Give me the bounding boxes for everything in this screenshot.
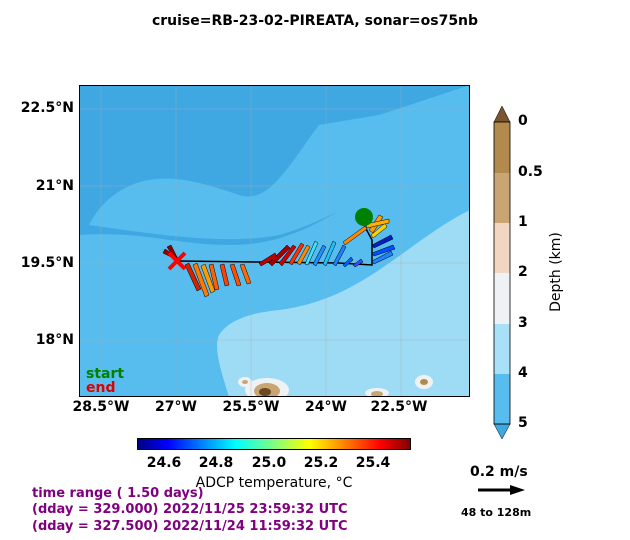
depth-tick-label: 3	[518, 315, 528, 331]
legend-start: start	[86, 366, 125, 382]
velocity-depth-range: 48 to 128m	[461, 506, 532, 519]
lon-tick-label: 28.5°W	[72, 399, 130, 415]
end-marker	[167, 251, 187, 271]
depth-colorbar-label: Depth (km)	[548, 232, 564, 312]
shallow-water	[217, 210, 470, 397]
lon-tick-label: 27°W	[155, 399, 197, 415]
depth-tick-label: 0	[518, 113, 528, 129]
depth-colorbar	[493, 105, 511, 440]
temperature-tick-label: 25.4	[355, 455, 391, 471]
time-range-start: (dday = 327.500) 2022/11/24 11:59:32 UTC	[32, 519, 348, 534]
depth-tick-label: 0.5	[518, 164, 543, 180]
map-panel	[79, 85, 470, 397]
lat-tick-label: 21°N	[35, 178, 74, 194]
velocity-scale-label: 0.2 m/s	[470, 464, 528, 480]
legend-end: end	[86, 380, 116, 396]
lon-tick-label: 24°W	[305, 399, 347, 415]
gridlines	[79, 85, 470, 397]
temperature-tick-label: 24.8	[198, 455, 234, 471]
temperature-colorbar-label: ADCP temperature, °C	[195, 475, 353, 491]
depth-tick-label: 4	[518, 365, 528, 381]
temperature-tick-label: 25.0	[251, 455, 287, 471]
velocity-scale-arrow	[478, 485, 525, 495]
cape-verde-islands	[238, 375, 433, 397]
temperature-tick-label: 24.6	[146, 455, 182, 471]
temperature-tick-label: 25.2	[303, 455, 339, 471]
lat-tick-label: 22.5°N	[20, 100, 74, 116]
depth-tick-label: 2	[518, 264, 528, 280]
depth-tick-label: 1	[518, 214, 528, 230]
lat-tick-label: 18°N	[35, 332, 74, 348]
temperature-colorbar	[137, 438, 411, 450]
lon-tick-label: 25.5°W	[222, 399, 280, 415]
velocity-arrows	[162, 214, 396, 298]
depth-tick-label: 5	[518, 415, 528, 431]
time-range: time range ( 1.50 days)	[32, 486, 204, 501]
page-title: cruise=RB-23-02-PIREATA, sonar=os75nb	[151, 13, 479, 29]
lon-tick-label: 22.5°W	[370, 399, 428, 415]
mid-water-west	[89, 85, 470, 240]
start-marker	[355, 208, 373, 226]
time-range-end: (dday = 329.000) 2022/11/25 23:59:32 UTC	[32, 502, 348, 517]
lat-tick-label: 19.5°N	[20, 255, 74, 271]
